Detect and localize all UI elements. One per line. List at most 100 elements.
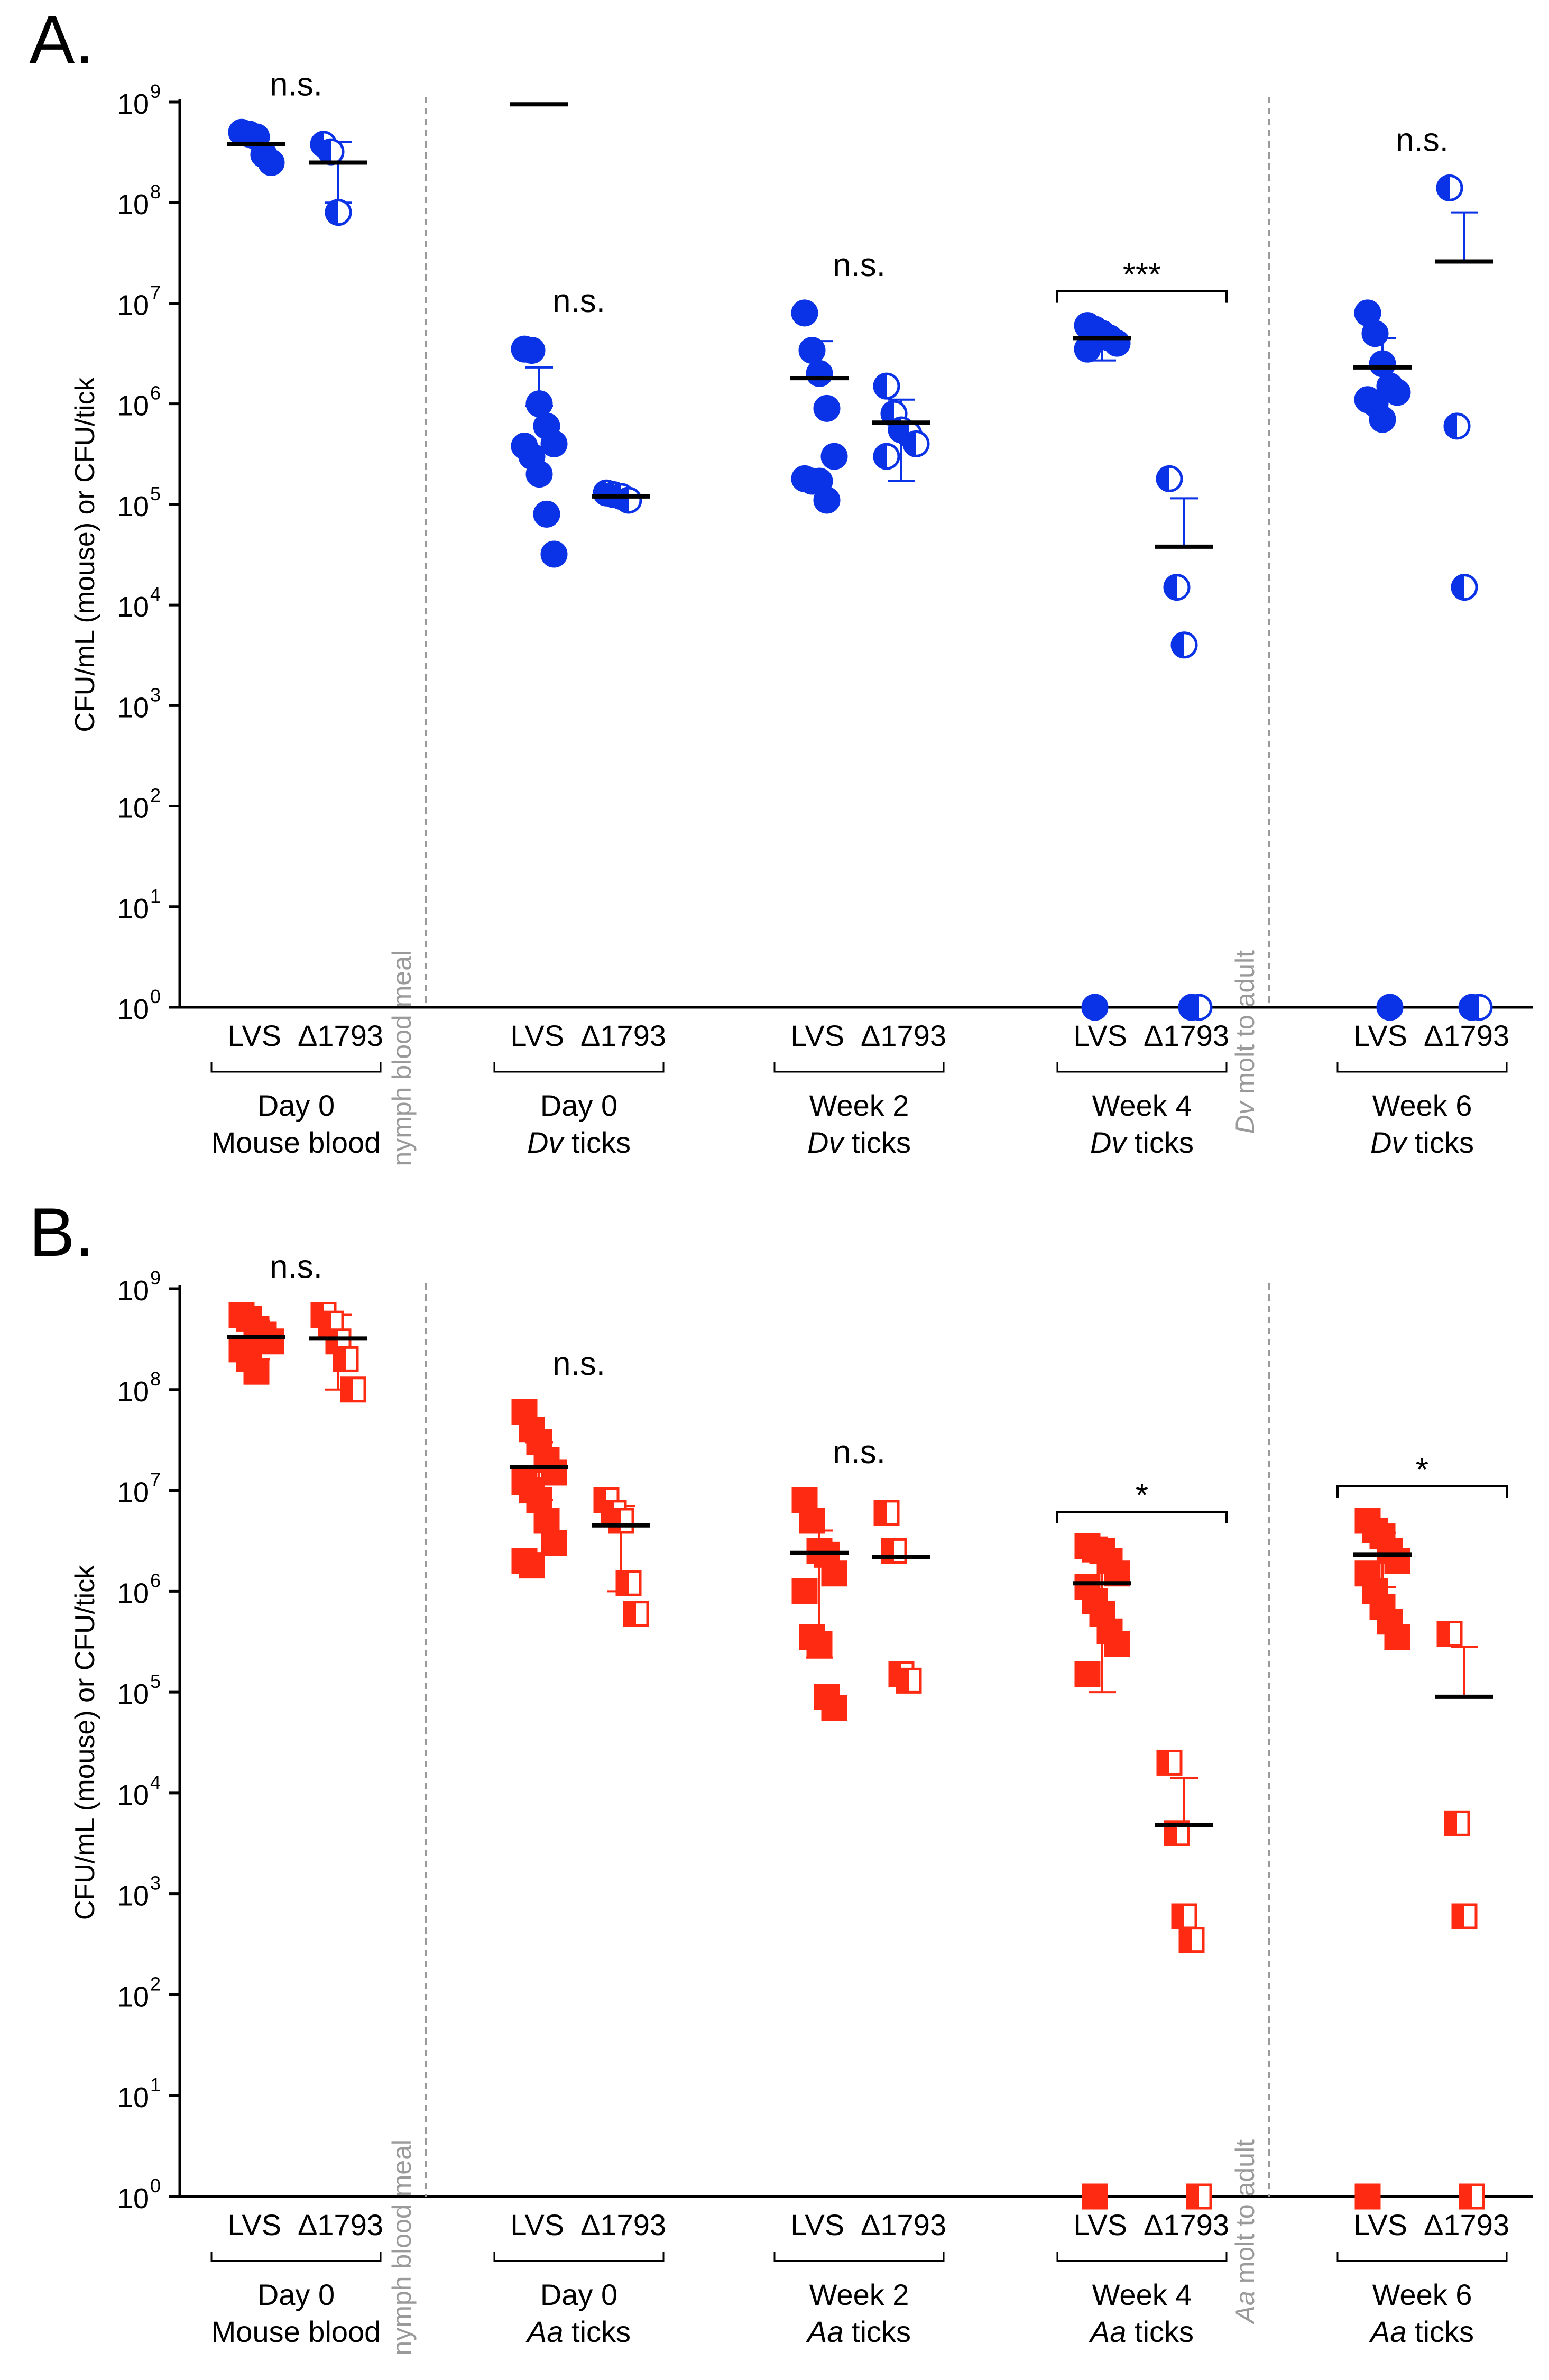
data-point (1361, 320, 1389, 347)
data-point (533, 1508, 560, 1534)
data-point (1170, 631, 1198, 659)
data-point (1163, 574, 1191, 601)
data-point (896, 1667, 922, 1694)
data-point (325, 199, 352, 226)
significance-bracket (1336, 1485, 1508, 1498)
data-point (821, 1560, 847, 1587)
group-label-italic: Aa (1089, 2315, 1127, 2348)
category-label: LVS (227, 2208, 281, 2241)
group-label-line1: Week 4 (1092, 1089, 1192, 1122)
data-point (1074, 1661, 1101, 1688)
group-label-italic: Dv (1370, 1126, 1408, 1159)
group-label-line2: Mouse blood (211, 1126, 381, 1159)
group-label-text: ticks (1406, 1126, 1474, 1159)
data-point (525, 390, 553, 418)
data-point (1436, 1621, 1463, 1647)
category-label: LVS (1073, 1019, 1127, 1052)
group-label-line2: Dv ticks (1370, 1126, 1474, 1159)
group-label-line2: Aa ticks (525, 2315, 631, 2348)
data-point (340, 1376, 366, 1403)
y-tick-label: 10 (117, 994, 149, 1025)
category-label: LVS (1353, 2208, 1407, 2241)
data-point (615, 1570, 642, 1596)
category-label: Δ1793 (1424, 1019, 1509, 1052)
group-bracket (493, 2252, 665, 2262)
group-label-line1: Day 0 (540, 2278, 617, 2311)
data-point (873, 443, 900, 470)
data-point (798, 337, 826, 364)
group-label-text: Mouse blood (211, 2315, 381, 2348)
group-bracket (1336, 1062, 1508, 1073)
group-label-text: Mouse blood (211, 1126, 381, 1159)
data-point (1384, 379, 1411, 406)
significance-label: n.s. (833, 247, 886, 283)
group-label-italic: Aa (1369, 2315, 1407, 2348)
significance-label: * (1416, 1452, 1428, 1488)
group-label-line2: Aa ticks (806, 2315, 911, 2348)
category-label: LVS (510, 2208, 564, 2241)
data-point (1443, 412, 1471, 440)
significance-bracket (1056, 1511, 1228, 1524)
group-bracket (1056, 1062, 1228, 1073)
data-point (525, 461, 553, 488)
y-tick-label: 10 (117, 189, 149, 220)
category-label: Δ1793 (1144, 2208, 1229, 2241)
data-point (258, 1328, 284, 1355)
data-point (1178, 1927, 1205, 1953)
significance-label: n.s. (552, 1346, 605, 1382)
y-tick-label: 10 (117, 2183, 149, 2214)
data-point (615, 486, 642, 514)
data-point (1186, 2183, 1212, 2210)
phase-label: Dv molt to adult (1230, 950, 1260, 1134)
y-tick-label: 10 (117, 1376, 149, 1408)
y-tick-exponent: 6 (150, 1569, 161, 1591)
data-point (820, 443, 848, 470)
y-tick-label: 10 (117, 591, 149, 623)
group-bracket (210, 1062, 382, 1073)
group-label-line1: Day 0 (257, 2278, 335, 2311)
y-tick-exponent: 5 (150, 1670, 161, 1692)
y-tick-exponent: 1 (150, 885, 161, 907)
group-bracket (1336, 2252, 1508, 2262)
group-label-line1: Week 6 (1372, 1089, 1472, 1122)
group-bracket (1056, 2252, 1228, 2262)
data-point (623, 1601, 649, 1627)
category-label: LVS (1073, 2208, 1127, 2241)
data-point (821, 1695, 847, 1721)
data-point (1436, 174, 1463, 201)
y-tick-label: 10 (117, 692, 149, 723)
data-point (1369, 350, 1396, 378)
category-label: Δ1793 (861, 1019, 946, 1052)
y-tick-exponent: 6 (150, 382, 161, 404)
y-tick-label: 10 (117, 2082, 149, 2113)
group-bracket (773, 1062, 945, 1073)
group-label-line2: Dv ticks (527, 1126, 631, 1159)
group-label-line1: Week 2 (809, 2278, 909, 2311)
group-label-italic: Dv (807, 1126, 845, 1159)
data-point (1459, 2183, 1485, 2210)
y-tick-exponent: 8 (150, 181, 161, 203)
y-tick-label: 10 (117, 289, 149, 321)
group-label-italic: Dv (527, 1126, 565, 1159)
group-label-line1: Week 6 (1372, 2278, 1472, 2311)
y-tick-exponent: 2 (150, 1973, 161, 1995)
data-point (518, 337, 546, 364)
category-label: LVS (1353, 1019, 1407, 1052)
group-label-line1: Day 0 (257, 1089, 335, 1122)
data-point (791, 299, 818, 327)
category-label: Δ1793 (861, 2208, 946, 2241)
phase-label: Aa molt to adult (1230, 2139, 1260, 2325)
group-label-text: ticks (1126, 1126, 1194, 1159)
data-point (608, 1508, 634, 1534)
group-bracket (773, 2252, 945, 2262)
group-label-text: ticks (1406, 2315, 1474, 2348)
group-label-text: ticks (843, 1126, 911, 1159)
significance-label: *** (1123, 257, 1161, 293)
panel-label: B. (29, 1193, 94, 1271)
group-bracket (493, 1062, 665, 1073)
group-label-line1: Week 2 (809, 1089, 909, 1122)
data-point (1465, 994, 1493, 1021)
significance-label: n.s. (270, 66, 322, 103)
